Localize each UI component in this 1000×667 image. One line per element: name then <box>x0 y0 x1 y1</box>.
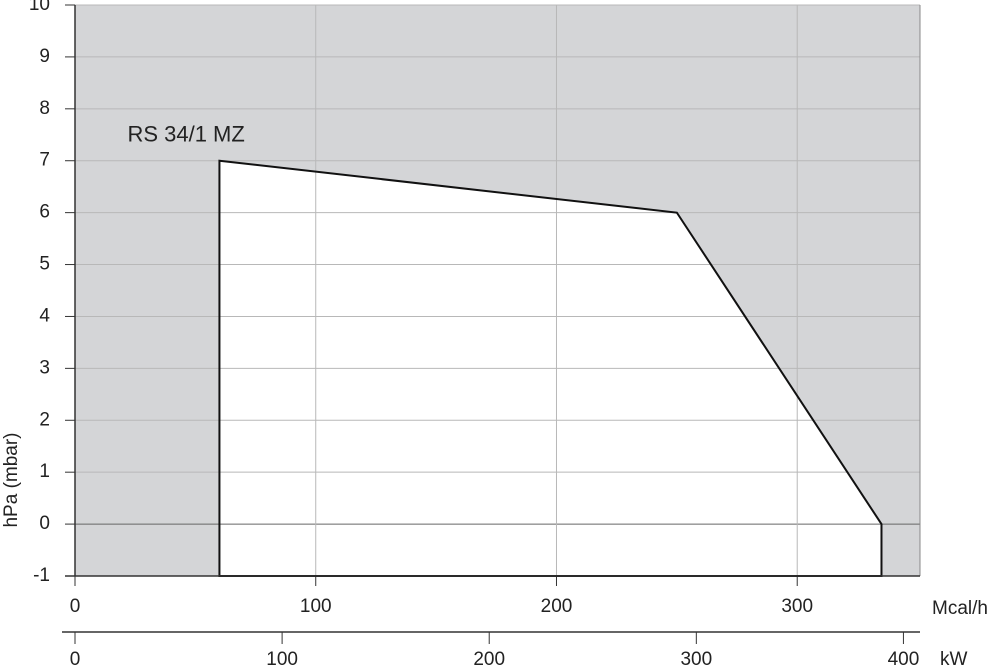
series-label: RS 34/1 MZ <box>127 122 244 147</box>
x-tick-label: 200 <box>541 596 573 617</box>
y-axis-label: hPa (mbar) <box>1 432 22 527</box>
y-tick-label: 4 <box>39 305 50 326</box>
y-tick-label: 3 <box>39 357 50 378</box>
x-tick-label: 300 <box>781 596 813 617</box>
x2-tick-label: 400 <box>888 649 920 667</box>
y-tick-label: 7 <box>39 150 50 171</box>
y-tick-label: 2 <box>39 409 50 430</box>
y-tick-label: 0 <box>39 513 50 534</box>
y-tick-label: 8 <box>39 98 50 119</box>
y-tick-label: 5 <box>39 254 50 275</box>
x-axis-label: Mcal/h <box>932 598 988 619</box>
x-tick-label: 100 <box>300 596 332 617</box>
x2-tick-label: 100 <box>266 649 298 667</box>
x2-tick-label: 300 <box>680 649 712 667</box>
x-tick-label: 0 <box>70 596 81 617</box>
x2-axis-label: kW <box>940 649 968 667</box>
x2-tick-label: 0 <box>70 649 81 667</box>
y-tick-label: 9 <box>39 46 50 67</box>
y-tick-label: 6 <box>39 202 50 223</box>
y-tick-label: 1 <box>39 461 50 482</box>
y-tick-label: -1 <box>33 565 50 586</box>
x2-tick-label: 200 <box>473 649 505 667</box>
y-tick-label: 10 <box>29 0 50 15</box>
